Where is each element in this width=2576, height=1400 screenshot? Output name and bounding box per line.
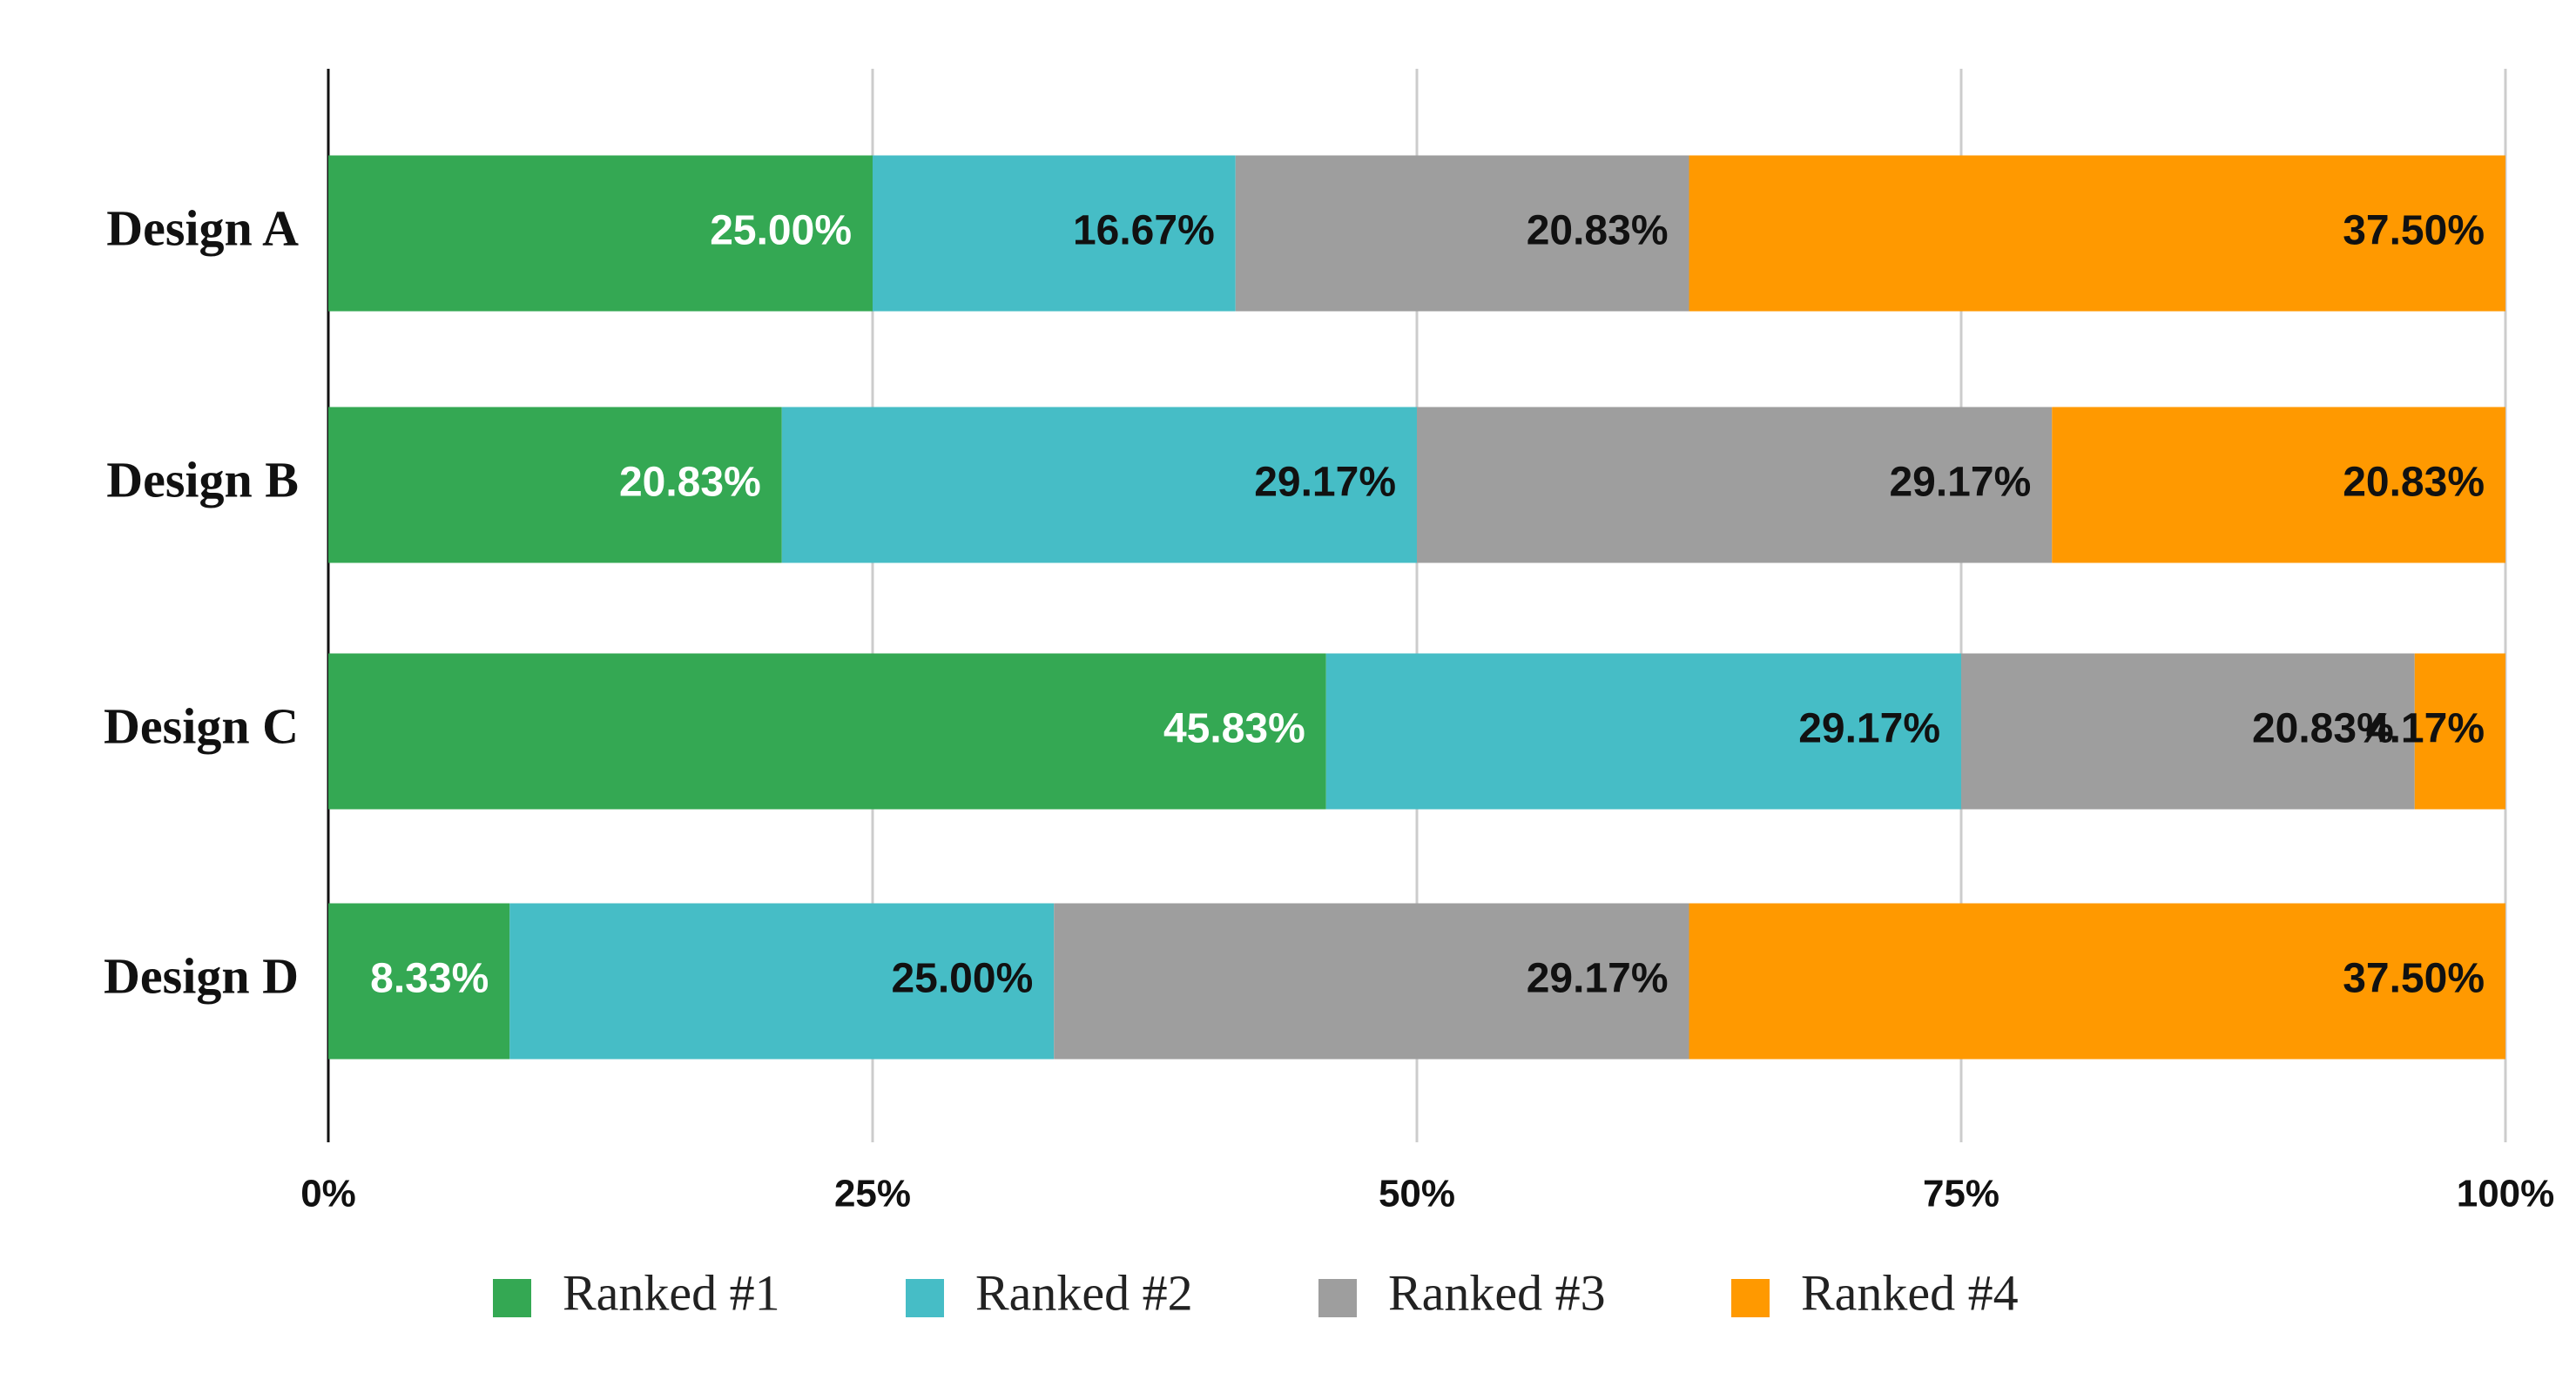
bar-segment	[509, 903, 1055, 1060]
value-label: 37.50%	[2343, 956, 2485, 1002]
x-tick-label: 0%	[300, 1173, 356, 1215]
x-tick-label: 100%	[2457, 1173, 2555, 1215]
value-label: 37.50%	[2343, 208, 2485, 254]
value-label: 29.17%	[1527, 956, 1669, 1002]
value-label: 20.83%	[1527, 208, 1669, 254]
category-label: Design B	[106, 451, 299, 508]
value-label: 8.33%	[370, 956, 489, 1002]
bar-segment	[1689, 155, 2505, 312]
legend-swatch	[493, 1279, 531, 1317]
value-label: 25.00%	[710, 208, 852, 254]
legend-label: Ranked #4	[1801, 1264, 2019, 1321]
legend-swatch	[906, 1279, 944, 1317]
value-label: 4.17%	[2366, 706, 2485, 752]
value-label: 29.17%	[1254, 460, 1396, 506]
category-label: Design D	[104, 947, 299, 1004]
value-label: 25.00%	[891, 956, 1033, 1002]
x-tick-label: 50%	[1379, 1173, 1455, 1215]
bar-segment	[1961, 653, 2415, 810]
value-label: 29.17%	[1889, 460, 2031, 506]
value-label: 20.83%	[2343, 460, 2485, 506]
legend-label: Ranked #1	[563, 1264, 780, 1321]
bar-segment	[1235, 155, 1689, 312]
bar-segment	[328, 407, 782, 563]
x-tick-label: 75%	[1923, 1173, 1999, 1215]
bar-segment	[328, 903, 510, 1060]
bar-segment	[873, 155, 1236, 312]
legend-swatch	[1318, 1279, 1357, 1317]
value-label: 20.83%	[2252, 706, 2394, 752]
bar-segment	[1325, 653, 1961, 810]
bar-segment	[1689, 903, 2505, 1060]
bar-segment	[1417, 407, 2053, 563]
bar-segment	[328, 155, 873, 312]
category-label: Design A	[106, 199, 299, 256]
value-label: 16.67%	[1073, 208, 1215, 254]
legend-label: Ranked #2	[975, 1264, 1193, 1321]
value-label: 29.17%	[1798, 706, 1940, 752]
legend-swatch	[1731, 1279, 1770, 1317]
value-label: 20.83%	[619, 460, 761, 506]
value-label: 45.83%	[1163, 706, 1305, 752]
x-tick-label: 25%	[834, 1173, 911, 1215]
bar-segment	[328, 653, 1326, 810]
legend-label: Ranked #3	[1388, 1264, 1606, 1321]
bar-segment	[1054, 903, 1689, 1060]
bar-segment	[2052, 407, 2505, 563]
bar-segment	[781, 407, 1417, 563]
category-label: Design C	[104, 697, 299, 754]
bar-segment	[2414, 653, 2505, 810]
